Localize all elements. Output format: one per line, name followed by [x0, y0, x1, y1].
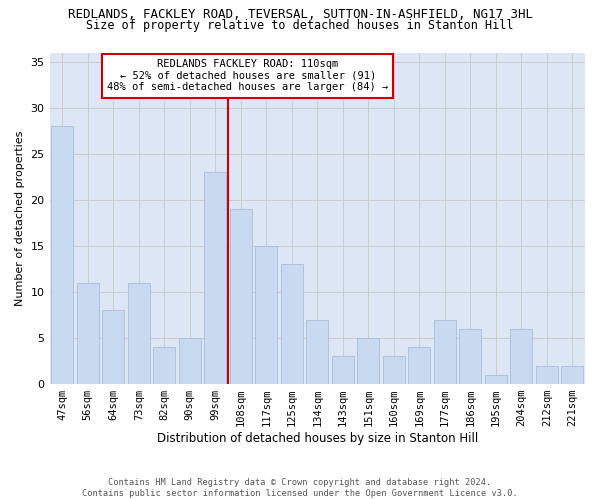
Bar [409, 347, 430, 384]
Bar [332, 356, 353, 384]
Bar [434, 320, 455, 384]
Bar [179, 338, 200, 384]
Bar [307, 320, 328, 384]
Text: Size of property relative to detached houses in Stanton Hill: Size of property relative to detached ho… [86, 18, 514, 32]
Text: REDLANDS, FACKLEY ROAD, TEVERSAL, SUTTON-IN-ASHFIELD, NG17 3HL: REDLANDS, FACKLEY ROAD, TEVERSAL, SUTTON… [67, 8, 533, 20]
Bar [205, 172, 226, 384]
Bar [230, 209, 251, 384]
Bar [562, 366, 583, 384]
X-axis label: Distribution of detached houses by size in Stanton Hill: Distribution of detached houses by size … [157, 432, 478, 445]
Bar [511, 329, 532, 384]
Bar [256, 246, 277, 384]
Bar [460, 329, 481, 384]
Bar [154, 347, 175, 384]
Bar [383, 356, 404, 384]
Bar [103, 310, 124, 384]
Bar [52, 126, 73, 384]
Text: Contains HM Land Registry data © Crown copyright and database right 2024.
Contai: Contains HM Land Registry data © Crown c… [82, 478, 518, 498]
Bar [358, 338, 379, 384]
Bar [536, 366, 557, 384]
Bar [281, 264, 302, 384]
Y-axis label: Number of detached properties: Number of detached properties [15, 130, 25, 306]
Text: REDLANDS FACKLEY ROAD: 110sqm
← 52% of detached houses are smaller (91)
48% of s: REDLANDS FACKLEY ROAD: 110sqm ← 52% of d… [107, 59, 388, 92]
Bar [485, 375, 506, 384]
Bar [128, 283, 149, 384]
Bar [77, 283, 98, 384]
